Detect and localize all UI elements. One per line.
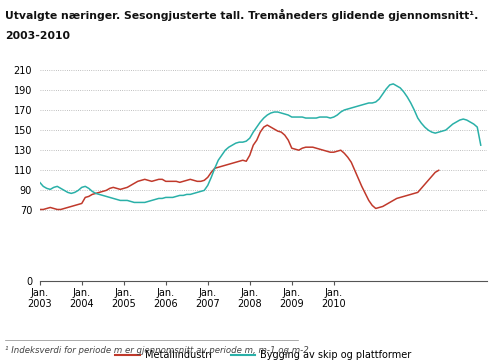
Bygging av skip og plattformer <box>453 120 459 124</box>
Bygging av skip og plattformer <box>303 116 309 120</box>
Metallindustri <box>264 123 270 127</box>
Legend: Metallindustri, Bygging av skip og plattformer: Metallindustri, Bygging av skip og platt… <box>115 351 412 360</box>
Text: Utvalgte næringer. Sesongjusterte tall. Tremåneders glidende gjennomsnitt¹.: Utvalgte næringer. Sesongjusterte tall. … <box>5 9 478 21</box>
Bygging av skip og plattformer <box>415 116 421 120</box>
Metallindustri <box>390 198 396 203</box>
Bygging av skip og plattformer <box>320 115 326 119</box>
Text: 2003-2010: 2003-2010 <box>5 31 70 41</box>
Line: Metallindustri: Metallindustri <box>40 125 439 210</box>
Line: Bygging av skip og plattformer: Bygging av skip og plattformer <box>40 84 481 202</box>
Metallindustri <box>436 168 442 172</box>
Bygging av skip og plattformer <box>296 115 302 119</box>
Metallindustri <box>37 207 43 212</box>
Bygging av skip og plattformer <box>478 143 484 147</box>
Bygging av skip og plattformer <box>131 200 137 204</box>
Bygging av skip og plattformer <box>390 82 396 86</box>
Metallindustri <box>89 192 95 197</box>
Metallindustri <box>128 183 134 188</box>
Metallindustri <box>166 179 172 184</box>
Bygging av skip og plattformer <box>58 186 64 190</box>
Metallindustri <box>282 133 288 137</box>
Metallindustri <box>187 177 193 181</box>
Text: ¹ Indeksverdi for periode m er gjennomsnitt av periode m, m-1 og m-2.: ¹ Indeksverdi for periode m er gjennomsn… <box>5 346 312 355</box>
Bygging av skip og plattformer <box>37 180 43 185</box>
